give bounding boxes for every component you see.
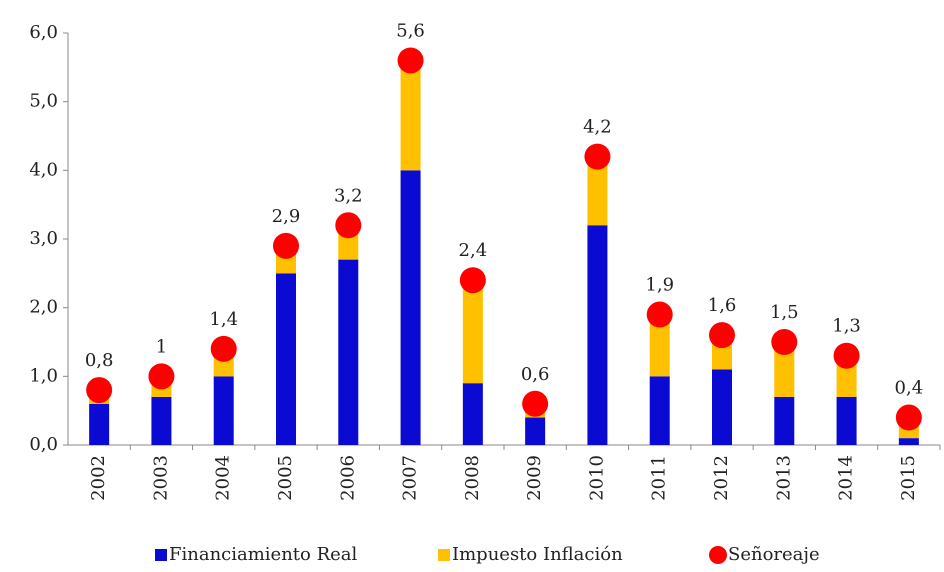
x-tick-label: 2006 [337,455,358,501]
legend-swatch [709,546,727,564]
dot [646,301,673,328]
bar [649,376,670,445]
dot [833,342,860,369]
bar [462,280,483,384]
data-label: 2,4 [459,240,488,261]
x-tick-label: 2010 [586,455,607,501]
bar [400,170,421,446]
data-label: 0,8 [85,350,114,371]
y-tick-label: 5,0 [29,91,58,112]
legend-swatch [438,549,450,561]
y-tick-label: 1,0 [29,365,58,386]
dot [459,267,486,294]
x-tick-label: 2002 [88,455,109,501]
dot [771,329,798,355]
data-label: 2,9 [272,206,301,227]
x-tick-label: 2008 [462,455,483,501]
bar [712,369,732,445]
x-tick-label: 2015 [898,455,919,501]
x-tick-label: 2005 [275,455,296,501]
legend-label: Señoreaje [728,544,820,565]
data-label: 3,2 [334,185,363,206]
legend-label: Impuesto Inflación [452,544,623,565]
bar [774,342,795,397]
bar [774,396,795,445]
data-label: 0,4 [895,378,924,399]
data-label: 1,3 [832,316,861,337]
bar [649,314,670,377]
x-tick-label: 2011 [649,455,670,501]
data-label: 1 [156,336,167,357]
data-label: 0,6 [521,364,550,385]
bar [338,259,359,445]
dot [148,363,175,390]
bar [587,225,608,445]
y-tick-label: 0,0 [29,434,58,455]
x-tick-label: 2012 [711,455,732,501]
dot [335,212,362,239]
x-tick-label: 2007 [400,455,421,501]
data-label: 1,4 [209,309,238,330]
data-label: 1,9 [645,275,674,296]
data-label: 1,5 [770,302,799,323]
legend-swatch [155,549,167,561]
dot [397,47,424,74]
x-tick-label: 2013 [773,455,794,501]
legend-label: Financiamiento Real [169,544,358,565]
dot [584,143,611,170]
dot [86,377,113,404]
bar [213,376,234,445]
x-tick-label: 2003 [150,455,171,501]
y-tick-label: 2,0 [29,297,58,318]
bar [587,156,608,226]
bar [276,273,296,445]
y-tick-label: 3,0 [29,228,58,249]
bar [151,396,172,445]
x-tick-label: 2009 [524,455,545,501]
bar [462,383,483,445]
dot [895,404,922,431]
y-tick-label: 4,0 [29,159,58,180]
dot [522,390,549,417]
data-label: 1,6 [708,295,737,316]
data-label: 5,6 [396,20,425,41]
bar [836,396,857,445]
y-tick-label: 6,0 [29,22,58,43]
dot [273,232,299,259]
bar [898,438,919,445]
data-label: 4,2 [583,117,612,138]
dot [210,335,237,362]
dot [709,322,735,349]
x-tick-label: 2004 [213,455,234,501]
bar [89,403,110,445]
x-tick-label: 2014 [836,455,857,501]
bar [525,417,546,445]
bar [400,60,421,171]
